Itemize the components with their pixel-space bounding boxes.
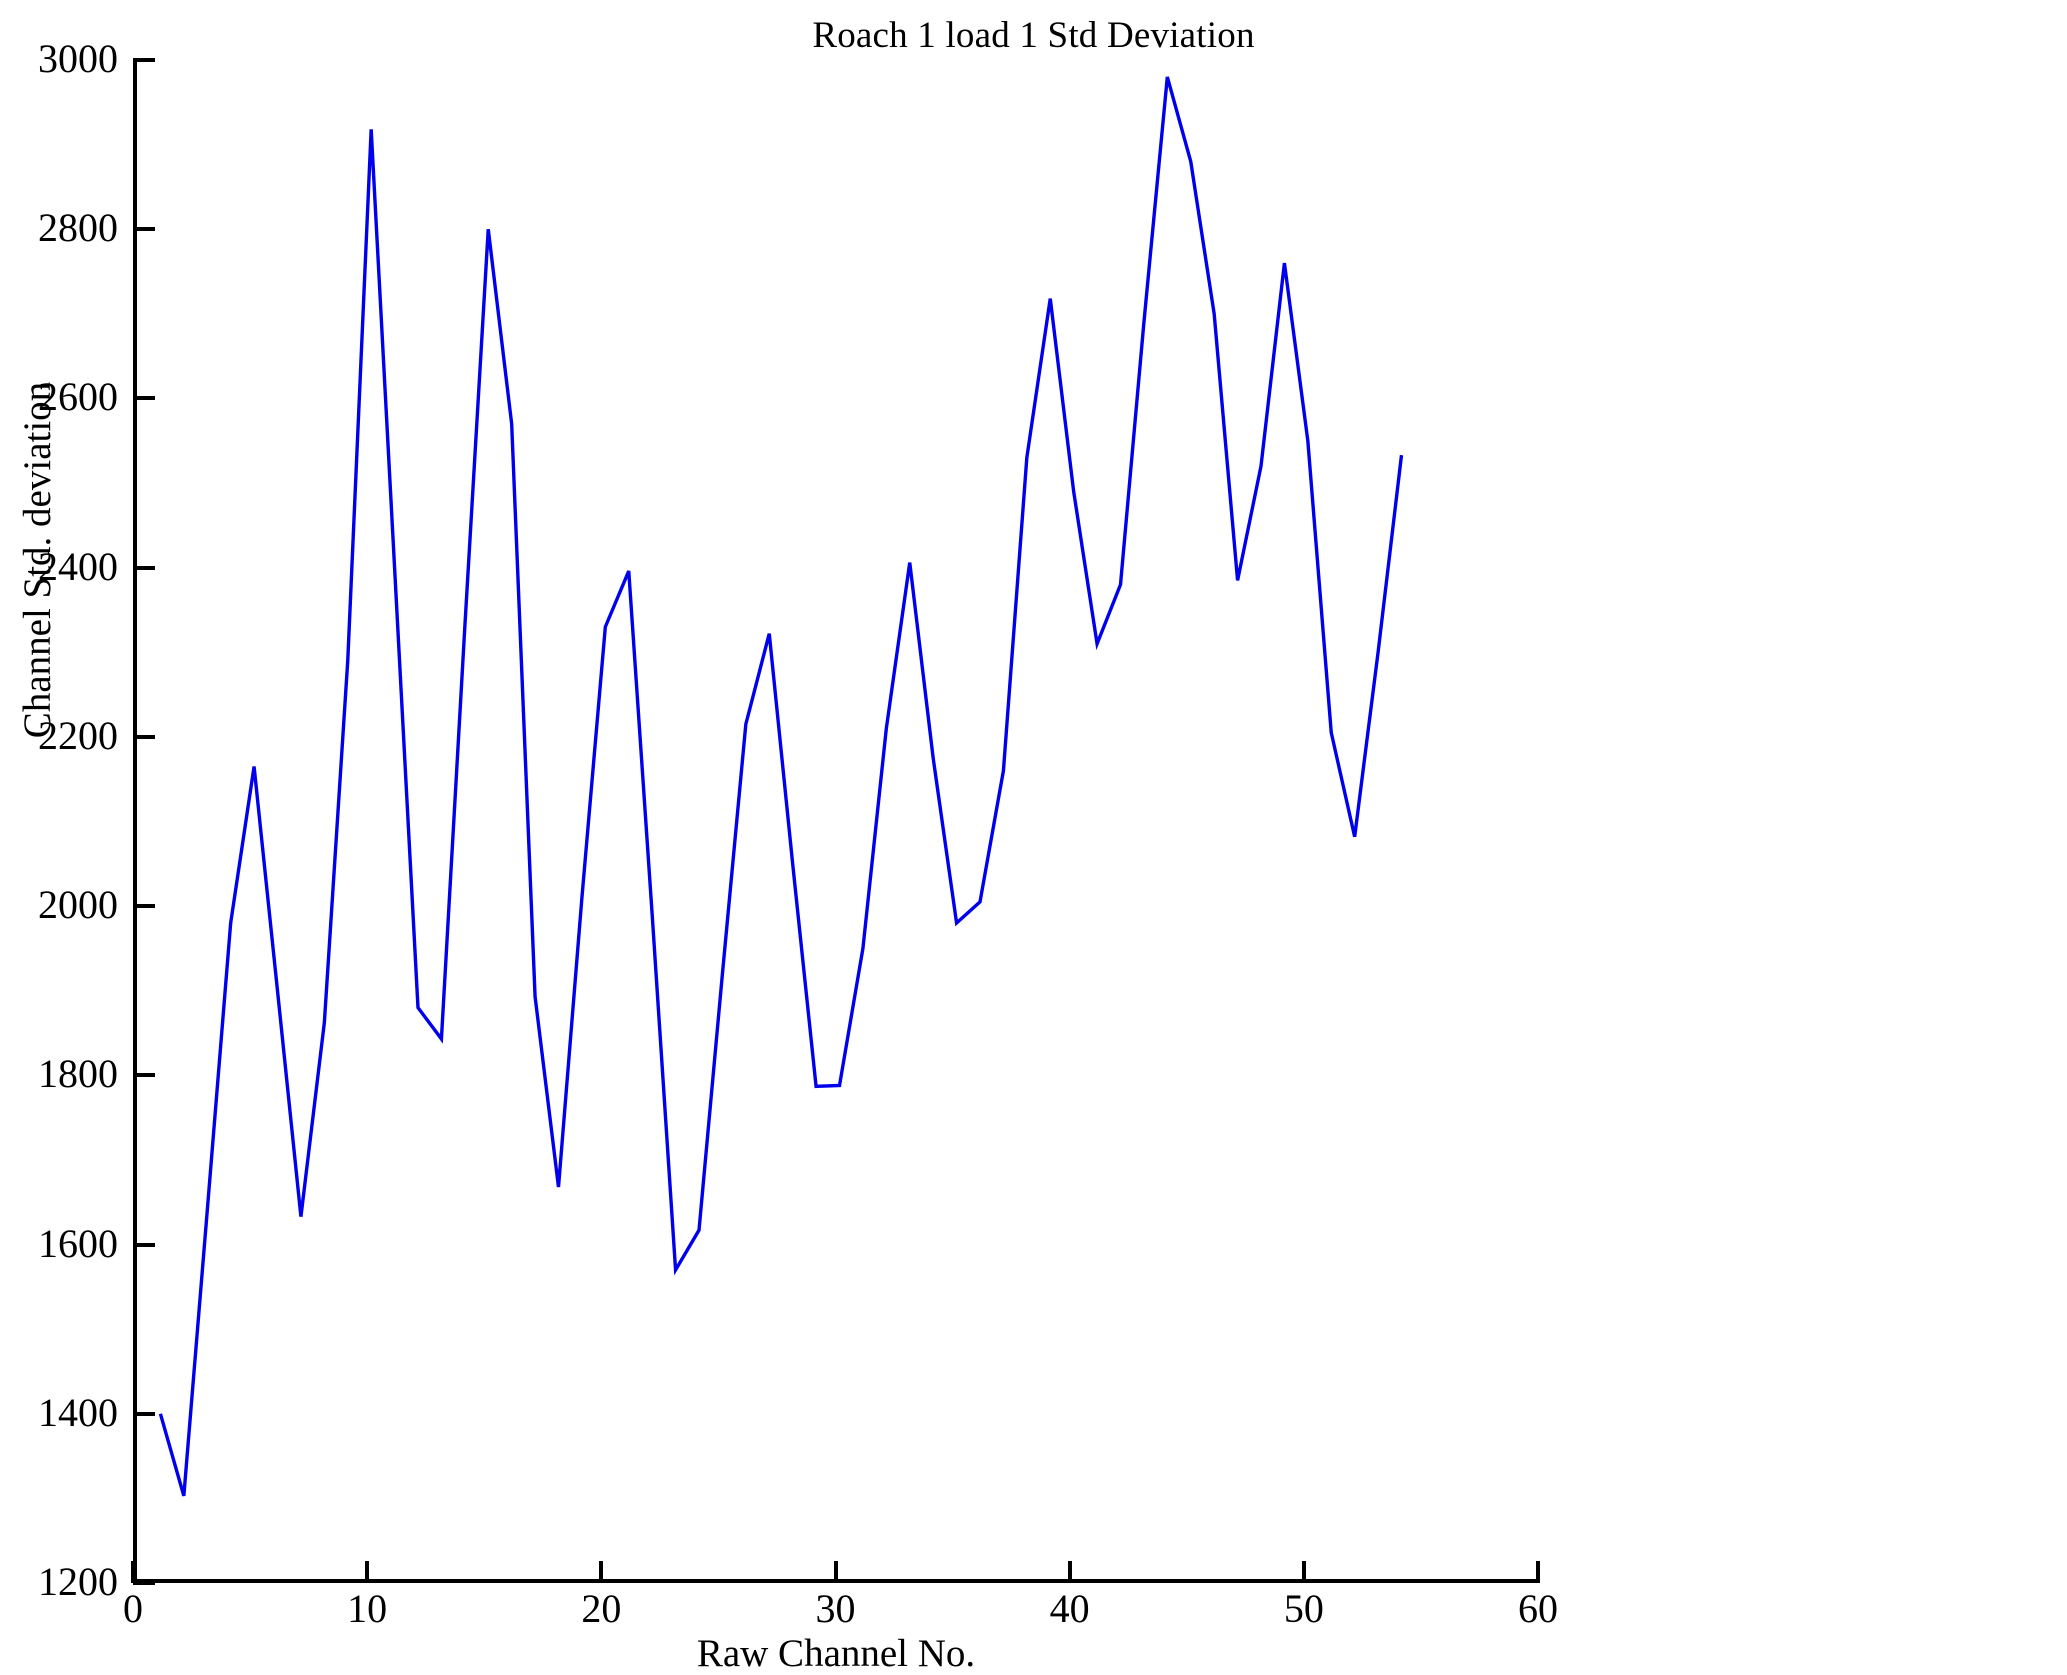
x-tick-mark <box>833 1561 838 1583</box>
y-tick-mark <box>133 227 155 232</box>
x-tick-label: 0 <box>123 1586 143 1631</box>
y-tick-label: 1400 <box>38 1389 118 1435</box>
x-tick-label: 30 <box>815 1586 856 1631</box>
x-tick-mark <box>599 1561 604 1583</box>
plot-line-svg <box>158 76 1404 1497</box>
x-tick-mark <box>1536 1561 1540 1583</box>
y-tick-label: 1600 <box>38 1220 118 1266</box>
data-series-line <box>158 76 1404 1497</box>
x-tick-mark <box>365 1561 370 1583</box>
y-tick-mark <box>133 904 155 909</box>
x-tick-mark <box>131 1561 135 1583</box>
y-tick-mark <box>133 1581 155 1585</box>
x-tick-label: 50 <box>1283 1586 1324 1631</box>
y-tick-label: 1800 <box>38 1051 118 1097</box>
y-tick-mark <box>133 396 155 401</box>
y-tick-mark <box>133 734 155 739</box>
x-tick-label: 10 <box>347 1586 388 1631</box>
y-axis-label: Channel Std. deviation <box>16 381 59 739</box>
y-tick-mark <box>133 58 155 62</box>
x-tick-mark <box>1067 1561 1072 1583</box>
y-tick-label: 2600 <box>38 374 118 420</box>
y-tick-label: 1200 <box>38 1559 118 1604</box>
x-axis-label: Raw Channel No. <box>696 1632 976 1675</box>
y-tick-mark <box>133 565 155 570</box>
y-tick-label: 3000 <box>38 36 118 81</box>
y-tick-label: 2200 <box>38 712 118 758</box>
y-tick-label: 2000 <box>38 882 118 928</box>
y-tick-mark <box>133 1411 155 1416</box>
x-tick-label: 60 <box>1518 1586 1558 1631</box>
x-tick-label: 20 <box>581 1586 622 1631</box>
plot-area <box>133 60 1538 1583</box>
x-tick-label: 40 <box>1049 1586 1090 1631</box>
y-tick-label: 2400 <box>38 543 118 589</box>
y-tick-mark <box>133 1073 155 1078</box>
y-tick-label: 2800 <box>38 205 118 251</box>
chart-title: Roach 1 load 1 Std Deviation <box>812 15 1255 56</box>
y-tick-mark <box>133 1242 155 1247</box>
x-tick-mark <box>1301 1561 1306 1583</box>
